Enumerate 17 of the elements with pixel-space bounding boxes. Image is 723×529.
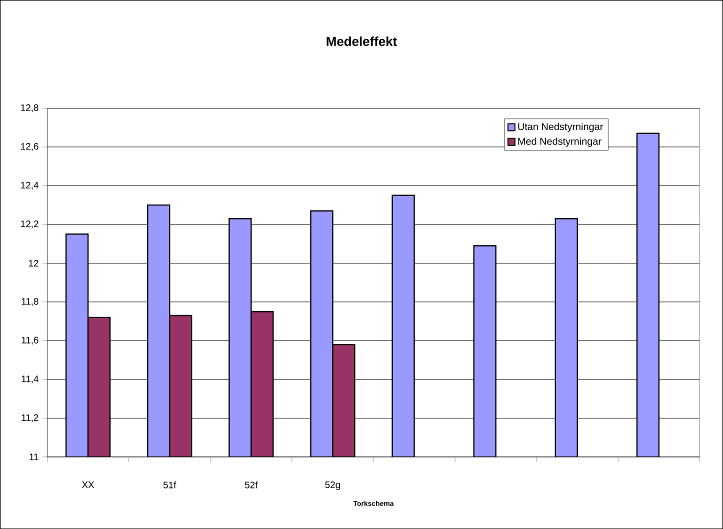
y-tick-label: 12,8 [21, 104, 38, 112]
y-tick-label: 11,2 [22, 414, 38, 422]
y-tick-label: 11,6 [22, 336, 38, 345]
y-tick-label: 11,8 [22, 298, 38, 306]
y-tick-label: 12,4 [21, 182, 38, 190]
x-tick-label: XX [82, 481, 94, 488]
y-tick-label: 12 [28, 260, 38, 266]
y-tick-label: 11,4 [22, 375, 38, 384]
y-tick-label: 11 [30, 454, 38, 460]
legend-label: Med Nedstyrningar [518, 137, 602, 147]
x-tick-label: 52g [325, 481, 340, 490]
y-tick-label: 12,6 [21, 142, 38, 151]
chart-title: Medeleffekt [326, 36, 397, 46]
y-tick-label: 12,2 [21, 220, 38, 228]
legend-label: Utan Nedstyrningar [518, 122, 604, 132]
x-tick-label: 51f [163, 481, 176, 488]
x-tick-label: 52f [244, 481, 258, 488]
